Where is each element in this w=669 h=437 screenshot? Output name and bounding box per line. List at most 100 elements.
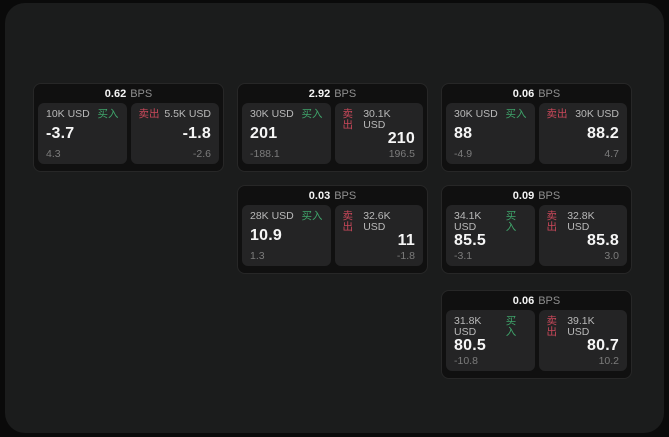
quotes-panel: 0.62 BPS 10K USD 买入 -3.7 4.3 卖出 5.5K USD…	[5, 3, 664, 433]
buy-tag: 买入	[505, 315, 517, 338]
bps-unit-label: BPS	[334, 87, 357, 100]
buy-tag: 买入	[97, 108, 119, 120]
buy-amount: 10K USD	[46, 108, 90, 120]
sell-tile-header: 卖出 32.8K USD	[547, 211, 620, 232]
sell-amount: 32.6K USD	[363, 210, 391, 233]
bps-value: 0.09	[512, 189, 535, 202]
bps-unit-label: BPS	[130, 87, 153, 100]
buy-tile[interactable]: 10K USD 买入 -3.7 4.3	[38, 103, 127, 164]
sell-tile[interactable]: 卖出 32.6K USD 11 -1.8	[334, 205, 423, 266]
card-header: 0.62 BPS	[38, 84, 219, 103]
bps-unit-label: BPS	[334, 189, 357, 202]
sell-price: 210	[387, 130, 415, 148]
buy-price: -3.7	[46, 125, 75, 142]
buy-price: 85.5	[454, 232, 486, 250]
sell-price: 85.8	[587, 232, 619, 250]
sell-tile-header: 卖出 32.6K USD	[343, 211, 416, 232]
buy-amount: 28K USD	[250, 210, 294, 222]
buy-tile-header: 28K USD 买入	[250, 211, 323, 222]
quote-card: 0.03 BPS 28K USD 买入 10.9 1.3 卖出 32.6K US…	[237, 185, 428, 274]
card-body: 28K USD 买入 10.9 1.3 卖出 32.6K USD 11 -1.8	[242, 205, 423, 266]
card-header: 0.09 BPS	[446, 186, 627, 205]
buy-amount: 30K USD	[250, 108, 294, 120]
bps-unit-label: BPS	[538, 189, 561, 202]
buy-delta: 1.3	[250, 249, 265, 262]
buy-price: 88	[454, 125, 473, 142]
sell-delta: -2.6	[192, 147, 211, 160]
buy-tag: 买入	[301, 210, 323, 222]
buy-price: 10.9	[250, 227, 282, 244]
buy-tile[interactable]: 31.8K USD 买入 80.5 -10.8	[446, 310, 535, 371]
sell-amount: 30.1K USD	[363, 108, 391, 131]
buy-amount: 31.8K USD	[454, 315, 482, 338]
bps-unit-label: BPS	[538, 87, 561, 100]
bps-value: 0.06	[512, 294, 535, 307]
buy-tag: 买入	[301, 108, 323, 120]
card-body: 34.1K USD 买入 85.5 -3.1 卖出 32.8K USD 85.8…	[446, 205, 627, 266]
buy-delta: 4.3	[46, 147, 61, 160]
bps-value: 2.92	[308, 87, 331, 100]
buy-tile-header: 34.1K USD 买入	[454, 211, 527, 232]
card-body: 10K USD 买入 -3.7 4.3 卖出 5.5K USD -1.8 -2.…	[38, 103, 219, 164]
buy-tag: 买入	[505, 210, 517, 233]
buy-tile[interactable]: 28K USD 买入 10.9 1.3	[242, 205, 331, 266]
sell-price: 88.2	[587, 125, 619, 142]
sell-amount: 30K USD	[575, 108, 619, 120]
bps-value: 0.03	[308, 189, 331, 202]
sell-tile-header: 卖出 5.5K USD	[139, 109, 212, 120]
sell-tile-header: 卖出 39.1K USD	[547, 316, 620, 337]
card-body: 30K USD 买入 201 -188.1 卖出 30.1K USD 210 1…	[242, 103, 423, 164]
buy-tile-header: 10K USD 买入	[46, 109, 119, 120]
card-header: 0.06 BPS	[446, 84, 627, 103]
sell-tile[interactable]: 卖出 30.1K USD 210 196.5	[334, 103, 423, 164]
buy-tile[interactable]: 30K USD 买入 88 -4.9	[446, 103, 535, 164]
sell-price: 80.7	[587, 337, 619, 355]
sell-delta: 4.7	[604, 147, 619, 160]
sell-tile[interactable]: 卖出 32.8K USD 85.8 3.0	[538, 205, 627, 266]
quote-card: 0.09 BPS 34.1K USD 买入 85.5 -3.1 卖出 32.8K…	[441, 185, 632, 274]
sell-amount: 32.8K USD	[567, 210, 595, 233]
buy-delta: -3.1	[454, 249, 473, 262]
buy-delta: -188.1	[250, 147, 280, 160]
buy-tile-header: 30K USD 买入	[250, 109, 323, 120]
quote-card: 0.06 BPS 31.8K USD 买入 80.5 -10.8 卖出 39.1…	[441, 290, 632, 379]
sell-price: -1.8	[182, 125, 211, 142]
card-body: 30K USD 买入 88 -4.9 卖出 30K USD 88.2 4.7	[446, 103, 627, 164]
quote-card: 0.62 BPS 10K USD 买入 -3.7 4.3 卖出 5.5K USD…	[33, 83, 224, 172]
sell-tile[interactable]: 卖出 5.5K USD -1.8 -2.6	[130, 103, 219, 164]
buy-tile-header: 31.8K USD 买入	[454, 316, 527, 337]
buy-tile[interactable]: 30K USD 买入 201 -188.1	[242, 103, 331, 164]
sell-delta: 196.5	[388, 147, 415, 160]
sell-tag: 卖出	[342, 210, 354, 233]
sell-tile-header: 卖出 30K USD	[547, 109, 620, 120]
bps-value: 0.06	[512, 87, 535, 100]
sell-delta: -1.8	[396, 249, 415, 262]
card-header: 0.03 BPS	[242, 186, 423, 205]
buy-delta: -4.9	[454, 147, 473, 160]
bps-unit-label: BPS	[538, 294, 561, 307]
quote-card: 0.06 BPS 30K USD 买入 88 -4.9 卖出 30K USD 8…	[441, 83, 632, 172]
buy-price: 201	[250, 125, 278, 142]
sell-tile[interactable]: 卖出 39.1K USD 80.7 10.2	[538, 310, 627, 371]
sell-amount: 5.5K USD	[164, 108, 211, 120]
buy-tile-header: 30K USD 买入	[454, 109, 527, 120]
sell-tag: 卖出	[342, 108, 354, 131]
buy-amount: 30K USD	[454, 108, 498, 120]
sell-tag: 卖出	[546, 315, 558, 338]
sell-tag: 卖出	[138, 108, 160, 120]
buy-tile[interactable]: 34.1K USD 买入 85.5 -3.1	[446, 205, 535, 266]
sell-tile[interactable]: 卖出 30K USD 88.2 4.7	[538, 103, 627, 164]
sell-tag: 卖出	[546, 108, 568, 120]
buy-tag: 买入	[505, 108, 527, 120]
sell-delta: 3.0	[604, 249, 619, 262]
buy-amount: 34.1K USD	[454, 210, 482, 233]
card-header: 2.92 BPS	[242, 84, 423, 103]
buy-delta: -10.8	[454, 354, 478, 367]
sell-tile-header: 卖出 30.1K USD	[343, 109, 416, 130]
bps-value: 0.62	[104, 87, 127, 100]
card-body: 31.8K USD 买入 80.5 -10.8 卖出 39.1K USD 80.…	[446, 310, 627, 371]
sell-amount: 39.1K USD	[567, 315, 595, 338]
sell-delta: 10.2	[598, 354, 619, 367]
buy-price: 80.5	[454, 337, 486, 355]
card-header: 0.06 BPS	[446, 291, 627, 310]
